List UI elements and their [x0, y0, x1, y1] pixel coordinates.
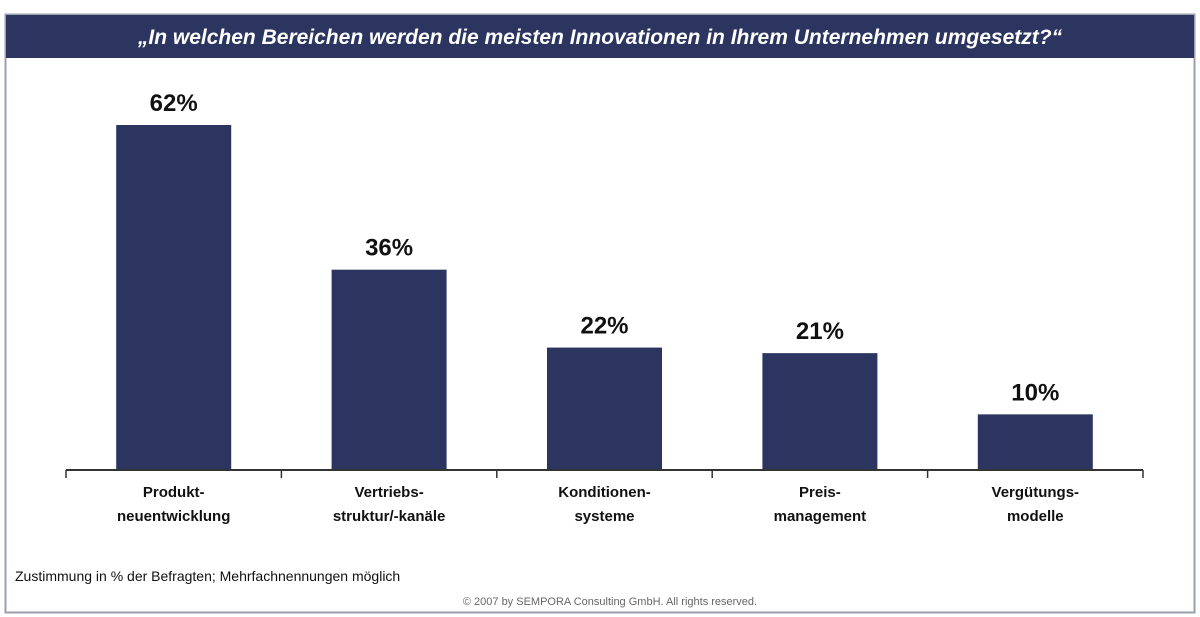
- data-label: 10%: [1011, 379, 1059, 406]
- chart-title: „In welchen Bereichen werden die meisten…: [137, 26, 1063, 49]
- data-label: 36%: [365, 235, 413, 262]
- bar: [977, 414, 1093, 470]
- data-label: 62%: [150, 90, 198, 117]
- footnote: Zustimmung in % der Befragten; Mehrfachn…: [15, 568, 400, 584]
- category-label: Produkt-: [143, 484, 205, 501]
- category-label: Vertriebs-: [354, 484, 423, 501]
- category-label: neuentwicklung: [117, 508, 230, 525]
- bar: [331, 269, 447, 470]
- category-label: Konditionen-: [558, 484, 650, 501]
- bar: [116, 125, 232, 470]
- title-band: [6, 15, 1194, 58]
- category-label: Vergütungs-: [992, 484, 1080, 501]
- bar: [547, 347, 662, 470]
- category-label: management: [774, 508, 867, 525]
- category-label: Preis-: [799, 484, 841, 501]
- category-label: struktur/-kanäle: [333, 508, 446, 525]
- category-label: systeme: [574, 508, 634, 525]
- copyright: © 2007 by SEMPORA Consulting GmbH. All r…: [463, 596, 757, 608]
- category-label: modelle: [1007, 508, 1064, 525]
- data-label: 21%: [796, 318, 844, 345]
- bar: [762, 353, 878, 470]
- data-label: 22%: [580, 313, 628, 340]
